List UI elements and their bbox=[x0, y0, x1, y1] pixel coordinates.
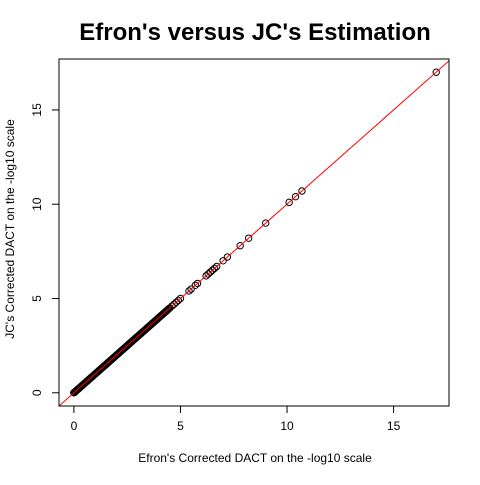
chart-title: Efron's versus JC's Estimation bbox=[79, 19, 431, 46]
data-point bbox=[206, 268, 215, 276]
data-point bbox=[210, 264, 219, 273]
plot-frame bbox=[58, 58, 450, 407]
data-point bbox=[202, 272, 210, 280]
data-point bbox=[223, 253, 232, 261]
data-point bbox=[208, 266, 217, 274]
plot-content bbox=[70, 68, 440, 397]
data-point bbox=[204, 270, 212, 278]
data-point bbox=[166, 304, 174, 312]
data-point bbox=[187, 285, 195, 293]
data-point bbox=[236, 242, 244, 250]
data-point bbox=[432, 68, 440, 76]
x-tick-label: 10 bbox=[280, 419, 294, 433]
data-point bbox=[172, 298, 180, 306]
data-point bbox=[298, 187, 306, 195]
data-point bbox=[193, 279, 202, 288]
data-point bbox=[285, 198, 293, 207]
y-tick-label: 0 bbox=[30, 389, 44, 396]
data-point bbox=[163, 306, 171, 314]
x-tick-label: 0 bbox=[71, 419, 78, 433]
data-point bbox=[213, 262, 221, 271]
x-tick-label: 5 bbox=[177, 419, 184, 433]
data-point bbox=[244, 234, 253, 242]
data-point bbox=[70, 389, 78, 397]
reference-line bbox=[59, 60, 449, 406]
data-point bbox=[185, 287, 193, 295]
y-tick-label: 10 bbox=[30, 197, 44, 211]
data-point bbox=[291, 192, 300, 201]
data-point bbox=[191, 281, 200, 289]
reference-line-group bbox=[59, 60, 449, 406]
data-point bbox=[262, 219, 270, 227]
data-point bbox=[74, 385, 82, 393]
data-point bbox=[176, 294, 185, 303]
data-point bbox=[219, 257, 227, 265]
x-tick-label: 15 bbox=[387, 419, 401, 433]
data-point bbox=[170, 300, 178, 308]
data-point bbox=[72, 387, 80, 395]
y-axis-label: JC's Corrected DACT on the -log10 scale bbox=[3, 119, 17, 339]
y-tick-label: 15 bbox=[30, 103, 44, 117]
y-tick-label: 5 bbox=[30, 295, 44, 302]
x-axis-label: Efron's Corrected DACT on the -log10 sca… bbox=[138, 451, 372, 465]
data-point bbox=[174, 296, 183, 305]
axes-group: 0 5 10 15 0 5 10 15 bbox=[30, 103, 401, 433]
data-point bbox=[168, 302, 176, 310]
